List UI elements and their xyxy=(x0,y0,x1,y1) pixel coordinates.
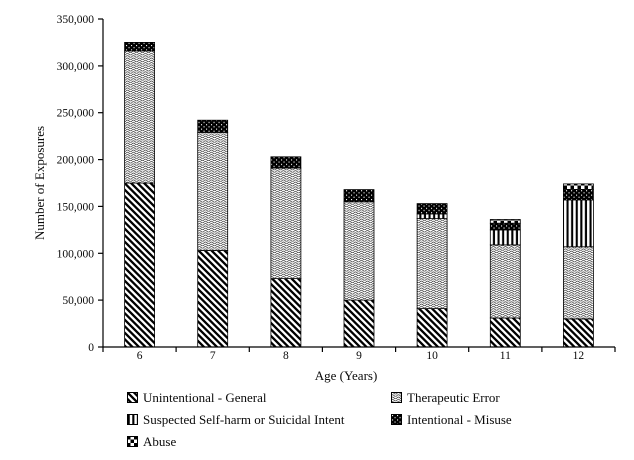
bar-segment xyxy=(343,189,375,203)
x-tick-label: 9 xyxy=(356,350,362,362)
bar-segment xyxy=(563,246,594,320)
y-tick-label: 100,000 xyxy=(57,248,95,260)
legend-item-unintentional-general: Unintentional - General xyxy=(127,391,266,404)
y-tick-label: 150,000 xyxy=(57,201,95,213)
bar-segment xyxy=(489,244,521,319)
x-tick-label: 12 xyxy=(573,350,585,362)
x-tick-label: 8 xyxy=(283,350,289,362)
x-tick-label: 7 xyxy=(210,350,216,362)
bar-segment xyxy=(563,183,594,190)
legend-item-abuse: Abuse xyxy=(127,435,176,448)
legend-label: Unintentional - General xyxy=(143,390,267,405)
bar-segment xyxy=(270,167,302,279)
bar-segment xyxy=(197,250,229,348)
diagonal-hatch-swatch-icon xyxy=(127,392,138,403)
y-axis-title: Number of Exposures xyxy=(32,126,47,240)
bar-segment xyxy=(343,299,375,348)
bar-segment xyxy=(416,308,448,348)
y-tick-label: 250,000 xyxy=(57,108,95,120)
legend-label: Intentional - Misuse xyxy=(407,412,512,427)
y-tick-label: 300,000 xyxy=(57,61,95,73)
bar-segment xyxy=(489,222,521,231)
legend-label: Abuse xyxy=(143,434,177,449)
x-tick-label: 11 xyxy=(500,350,511,362)
y-tick-label: 0 xyxy=(88,342,94,354)
black-dotted-swatch-icon xyxy=(391,414,402,425)
checkerboard-swatch-icon xyxy=(127,436,138,447)
x-axis-title: Age (Years) xyxy=(315,368,378,383)
bar-segment xyxy=(563,199,594,248)
bar-segment xyxy=(270,156,302,169)
bar-segment xyxy=(124,182,155,348)
x-tick-label: 6 xyxy=(137,350,143,362)
wavy-swatch-icon xyxy=(391,392,402,403)
bar-segment xyxy=(197,131,229,251)
legend-label: Suspected Self-harm or Suicidal Intent xyxy=(143,412,345,427)
y-tick-label: 50,000 xyxy=(62,295,94,307)
x-tick-label: 10 xyxy=(426,350,438,362)
bar-segment xyxy=(124,42,155,52)
bar-segment xyxy=(416,203,448,215)
bar-segment xyxy=(489,229,521,246)
bar-segment xyxy=(343,201,375,301)
bar-segment xyxy=(416,213,448,219)
bar-segment xyxy=(563,189,594,201)
bar-segment xyxy=(197,119,229,133)
bar-segment xyxy=(416,218,448,310)
axes-layer: 6 7 8 9 10 11 12 0 50,000 100,000 150,000 200,000 25… xyxy=(57,14,616,362)
bar-segment xyxy=(563,318,594,348)
bar-segment xyxy=(124,50,155,184)
y-tick-label: 200,000 xyxy=(57,155,95,167)
legend-item-suspected-self-harm: Suspected Self-harm or Suicidal Intent xyxy=(127,413,344,426)
y-tick-label: 350,000 xyxy=(57,14,95,26)
bar-segment xyxy=(270,278,302,348)
bars-layer xyxy=(124,42,594,348)
legend-label: Therapeutic Error xyxy=(407,390,500,405)
legend-item-intentional-misuse: Intentional - Misuse xyxy=(391,413,512,426)
bar-segment xyxy=(489,219,521,224)
stacked-bar-chart: 6 7 8 9 10 11 12 0 50,000 100,000 150,000 200,000 25… xyxy=(32,14,616,383)
legend-item-therapeutic-error: Therapeutic Error xyxy=(391,391,500,404)
bar-segment xyxy=(489,317,521,348)
vertical-stripes-swatch-icon xyxy=(127,414,138,425)
